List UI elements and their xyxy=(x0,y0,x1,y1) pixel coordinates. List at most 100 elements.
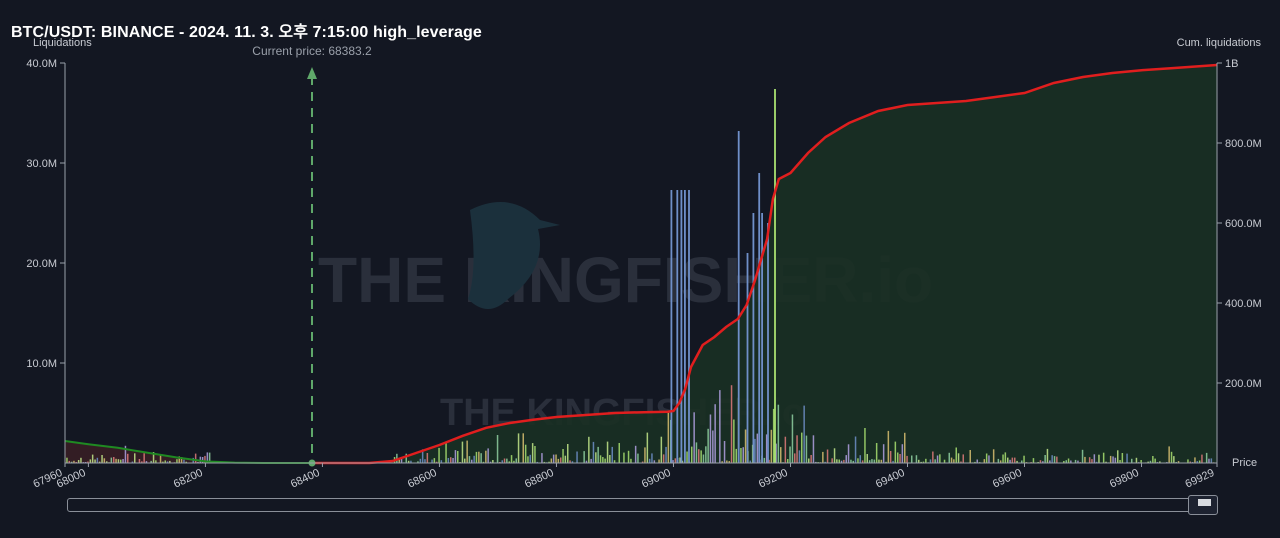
liquidation-bar xyxy=(487,448,489,463)
liquidation-bar xyxy=(871,459,873,463)
liquidation-bar xyxy=(920,461,922,463)
liquidation-bar xyxy=(524,444,527,463)
liquidation-bar xyxy=(120,459,122,463)
liquidation-bar xyxy=(1159,461,1161,463)
liquidation-bar xyxy=(794,453,796,463)
liquidation-bar xyxy=(91,454,94,463)
liquidation-bar xyxy=(885,461,887,463)
liquidation-bar xyxy=(155,460,157,463)
liquidation-bar xyxy=(843,459,845,463)
liquidation-bar xyxy=(943,459,946,463)
liquidation-bar xyxy=(770,429,773,463)
liquidation-bar xyxy=(742,447,744,463)
liquidation-bar xyxy=(1109,455,1112,463)
liquidation-bar xyxy=(164,460,166,463)
liquidation-bar xyxy=(471,459,473,463)
liquidation-bar xyxy=(550,458,553,463)
liquidation-bar xyxy=(840,460,843,463)
liquidation-bar xyxy=(955,447,957,463)
liquidation-bar xyxy=(836,459,838,463)
liquidation-bar xyxy=(152,452,155,463)
liquidation-bar xyxy=(798,450,801,463)
liquidation-bar xyxy=(700,450,702,463)
liquidation-bar xyxy=(925,458,927,463)
liquidation-bar xyxy=(932,451,934,463)
liquidation-bar xyxy=(70,461,73,463)
liquidation-bar xyxy=(1021,460,1023,463)
liquidation-bar xyxy=(672,460,674,463)
liquidation-bar xyxy=(721,461,723,463)
liquidation-bar xyxy=(176,459,178,463)
liquidation-bar xyxy=(882,444,885,463)
liquidation-bar xyxy=(957,453,960,463)
liquidation-bar xyxy=(1194,457,1196,463)
kingfisher-logo-icon xyxy=(468,202,560,309)
liquidation-bar xyxy=(623,452,625,463)
liquidation-bar xyxy=(892,460,894,463)
liquidation-bar xyxy=(634,445,637,463)
liquidation-bar xyxy=(1016,460,1018,463)
liquidation-bar xyxy=(604,458,606,463)
liquidation-bar xyxy=(419,458,422,463)
liquidation-bar xyxy=(1131,458,1133,463)
liquidation-bar xyxy=(644,447,646,463)
liquidation-bar xyxy=(571,461,574,463)
liquidation-bar xyxy=(838,459,840,463)
x-tick-label: 69200 xyxy=(757,467,790,491)
liquidation-bar xyxy=(1081,449,1084,463)
liquidation-bar xyxy=(159,454,162,463)
x-tick-label: 68600 xyxy=(406,467,439,491)
liquidation-bar xyxy=(599,455,602,463)
liquidation-bar xyxy=(859,455,861,463)
liquidation-bar xyxy=(1044,455,1046,463)
liquidation-bar xyxy=(1065,460,1067,463)
liquidation-bar xyxy=(609,455,611,463)
liquidation-bar xyxy=(141,461,143,463)
liquidation-bar xyxy=(1168,446,1170,463)
liquidation-bar xyxy=(1152,456,1154,463)
liquidation-bar xyxy=(1135,457,1138,463)
liquidation-bar xyxy=(723,441,726,463)
liquidation-bar xyxy=(985,453,988,463)
liquidation-bar xyxy=(756,433,759,463)
x-tick-label: 68400 xyxy=(289,467,322,491)
scrollbar-thumb[interactable] xyxy=(1188,495,1218,515)
liquidation-bar xyxy=(873,459,876,463)
liquidation-bar xyxy=(98,461,101,463)
liquidation-bar xyxy=(808,458,810,463)
liquidation-bar xyxy=(653,460,656,463)
liquidation-bar xyxy=(1119,460,1121,463)
x-tick-label: 69600 xyxy=(991,467,1024,491)
liquidation-bar xyxy=(658,459,660,463)
chart-scrollbar[interactable] xyxy=(67,495,1218,515)
liquidation-bar xyxy=(80,457,82,463)
liquidation-bar xyxy=(127,453,129,463)
liquidation-bar xyxy=(1070,460,1072,463)
liquidation-bar xyxy=(468,456,471,463)
liquidation-bar xyxy=(421,449,424,463)
liquidation-bar xyxy=(1011,457,1014,463)
y2-tick-label: 400.0M xyxy=(1225,298,1262,310)
liquidation-bar xyxy=(405,453,407,463)
liquidation-bar xyxy=(847,444,850,463)
liquidation-bar xyxy=(115,458,117,463)
liquidation-bar xyxy=(805,435,808,463)
liquidation-bar xyxy=(527,456,529,463)
liquidation-bar xyxy=(492,460,494,463)
liquidation-bar xyxy=(194,453,197,463)
liquidation-bar xyxy=(686,451,688,463)
liquidation-bar xyxy=(410,460,412,463)
liquidation-bar xyxy=(1063,461,1065,463)
liquidation-bar xyxy=(1140,460,1142,463)
liquidation-bar xyxy=(1189,461,1191,463)
liquidation-bar xyxy=(433,458,436,463)
liquidation-bar xyxy=(583,451,585,463)
liquidation-bar xyxy=(878,459,880,463)
liquidation-bar xyxy=(1095,461,1098,463)
liquidation-bar xyxy=(833,448,836,463)
liquidation-bar xyxy=(1042,461,1044,463)
liquidation-bar xyxy=(68,460,70,463)
liquidation-bar xyxy=(143,453,145,463)
liquidation-bar xyxy=(992,449,995,463)
liquidation-bar xyxy=(796,435,798,463)
